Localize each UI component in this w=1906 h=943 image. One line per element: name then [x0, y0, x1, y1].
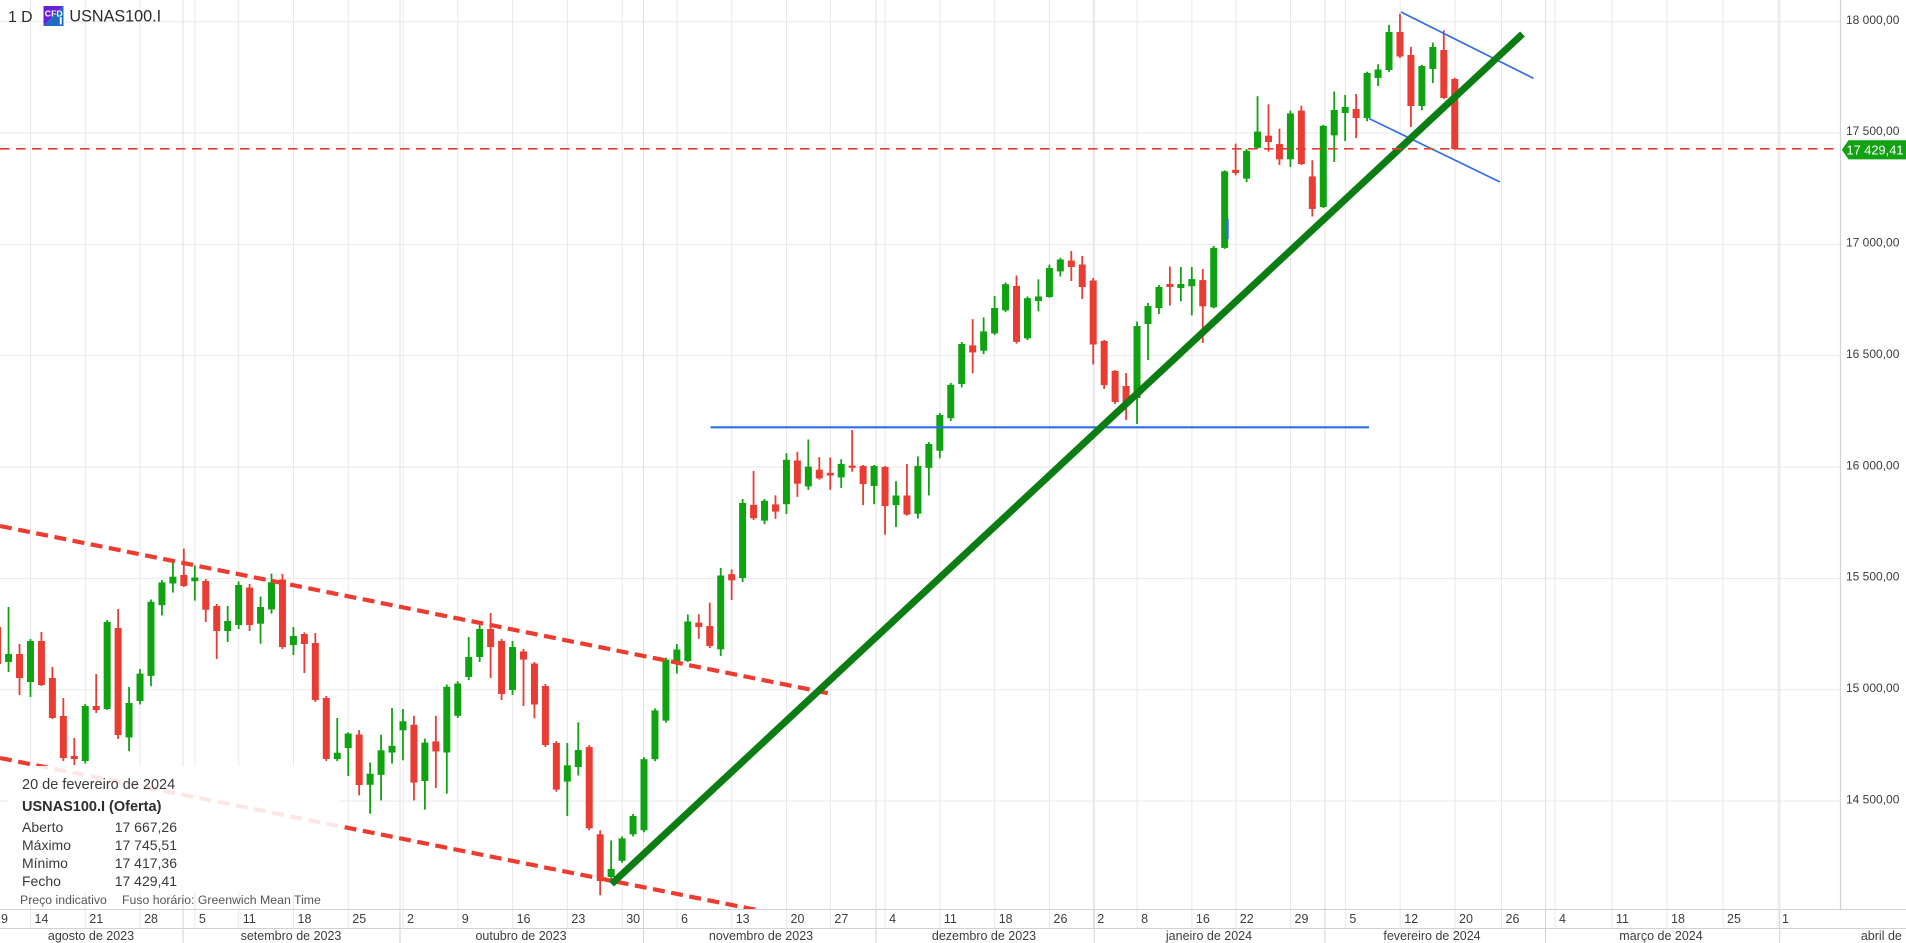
svg-text:agosto de 2023: agosto de 2023: [48, 929, 134, 943]
svg-text:20: 20: [1459, 912, 1473, 926]
svg-text:março de 2024: março de 2024: [1619, 929, 1702, 943]
svg-text:17 417,36: 17 417,36: [115, 855, 177, 871]
svg-text:16: 16: [1196, 912, 1210, 926]
svg-text:22: 22: [1240, 912, 1254, 926]
svg-text:21: 21: [89, 912, 103, 926]
svg-text:13: 13: [736, 912, 750, 926]
svg-text:18: 18: [999, 912, 1013, 926]
svg-text:27: 27: [834, 912, 848, 926]
svg-text:30: 30: [626, 912, 640, 926]
svg-text:Fecho: Fecho: [22, 873, 61, 889]
svg-text:9: 9: [462, 912, 469, 926]
svg-text:fevereiro de 2024: fevereiro de 2024: [1383, 929, 1480, 943]
svg-text:17 745,51: 17 745,51: [115, 837, 177, 853]
svg-text:12: 12: [1404, 912, 1418, 926]
svg-text:17 667,26: 17 667,26: [115, 819, 177, 835]
svg-text:11: 11: [243, 912, 256, 926]
svg-text:17 429,41: 17 429,41: [115, 873, 177, 889]
svg-text:14 500,00: 14 500,00: [1846, 792, 1900, 806]
svg-text:26: 26: [1054, 912, 1068, 926]
svg-text:20: 20: [791, 912, 805, 926]
svg-text:15 500,00: 15 500,00: [1846, 570, 1900, 584]
svg-text:28: 28: [144, 912, 158, 926]
svg-text:4: 4: [1559, 912, 1566, 926]
svg-text:USNAS100.I: USNAS100.I: [69, 8, 161, 26]
svg-text:25: 25: [1727, 912, 1741, 926]
svg-text:dezembro de 2023: dezembro de 2023: [932, 929, 1036, 943]
svg-text:Aberto: Aberto: [22, 819, 63, 835]
svg-text:17 000,00: 17 000,00: [1846, 236, 1900, 250]
svg-text:14: 14: [35, 912, 49, 926]
svg-text:2: 2: [1097, 912, 1104, 926]
svg-text:18: 18: [298, 912, 312, 926]
svg-text:janeiro de 2024: janeiro de 2024: [1165, 929, 1252, 943]
svg-text:17 500,00: 17 500,00: [1846, 124, 1900, 138]
svg-text:18 000,00: 18 000,00: [1846, 13, 1900, 27]
svg-text:18: 18: [1671, 912, 1685, 926]
svg-text:USNAS100.I (Oferta): USNAS100.I (Oferta): [22, 799, 162, 815]
svg-text:20 de fevereiro de 2024: 20 de fevereiro de 2024: [22, 777, 175, 793]
svg-text:1 D: 1 D: [8, 9, 33, 26]
svg-text:1: 1: [1782, 912, 1789, 926]
svg-text:17 429,41: 17 429,41: [1847, 143, 1904, 158]
svg-text:Fuso horário: Greenwich Mean T: Fuso horário: Greenwich Mean Time: [122, 893, 321, 907]
svg-text:8: 8: [1141, 912, 1148, 926]
svg-text:16: 16: [517, 912, 531, 926]
svg-text:11: 11: [1616, 912, 1629, 926]
svg-text:5: 5: [199, 912, 206, 926]
svg-text:23: 23: [571, 912, 585, 926]
svg-text:outubro de 2023: outubro de 2023: [475, 929, 566, 943]
svg-text:Mínimo: Mínimo: [22, 855, 68, 871]
svg-text:Máximo: Máximo: [22, 837, 71, 853]
svg-text:setembro de 2023: setembro de 2023: [241, 929, 342, 943]
svg-text:CFD: CFD: [45, 8, 63, 18]
svg-text:6: 6: [681, 912, 688, 926]
svg-text:26: 26: [1506, 912, 1520, 926]
svg-text:novembro de 2023: novembro de 2023: [709, 929, 813, 943]
svg-text:16 000,00: 16 000,00: [1846, 458, 1900, 472]
svg-text:5: 5: [1349, 912, 1356, 926]
svg-text:abril de 2024: abril de 2024: [1861, 929, 1906, 943]
svg-text:11: 11: [944, 912, 957, 926]
svg-text:Preço indicativo: Preço indicativo: [20, 893, 107, 907]
svg-text:2: 2: [407, 912, 414, 926]
svg-text:15 000,00: 15 000,00: [1846, 681, 1900, 695]
svg-text:29: 29: [1295, 912, 1309, 926]
svg-text:25: 25: [352, 912, 366, 926]
svg-text:9: 9: [1, 912, 8, 926]
svg-text:16 500,00: 16 500,00: [1846, 347, 1900, 361]
svg-text:4: 4: [889, 912, 896, 926]
